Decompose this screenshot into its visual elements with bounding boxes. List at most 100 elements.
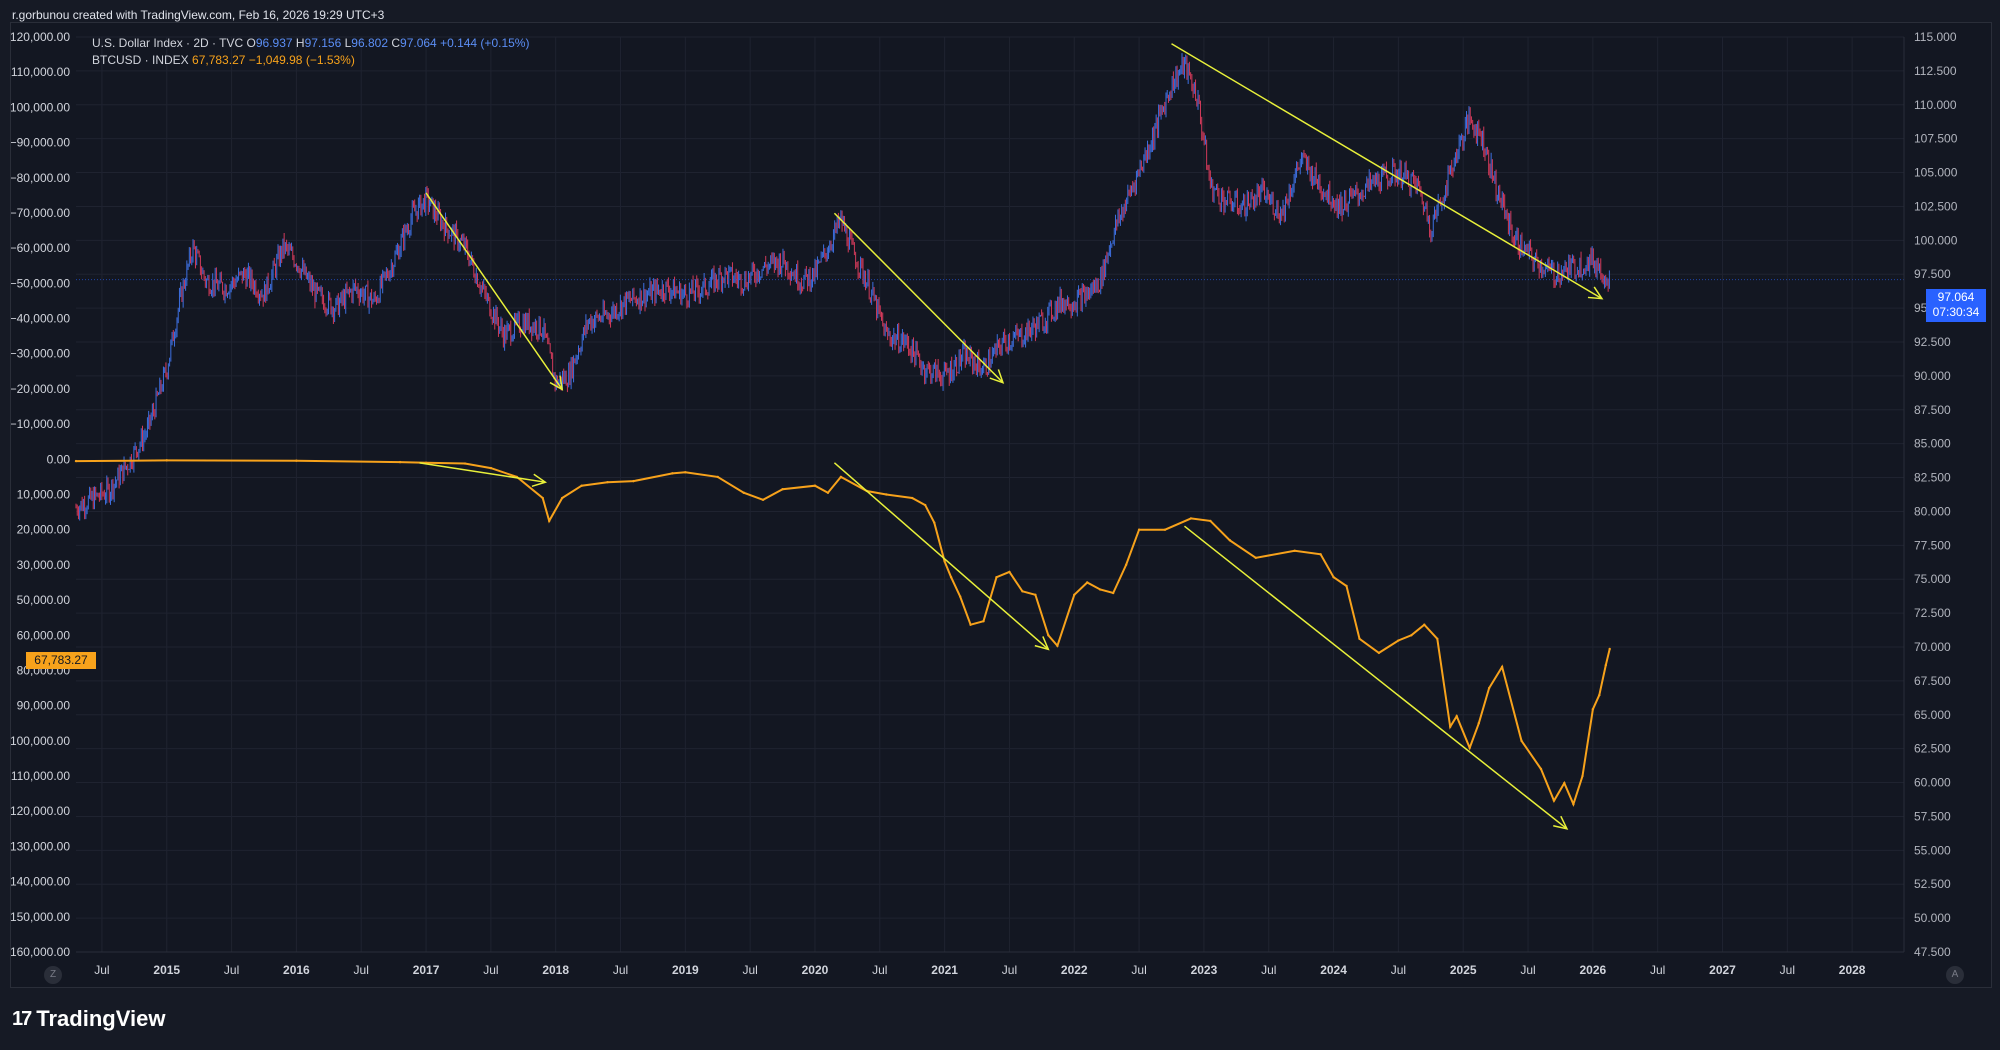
btc-point: [943, 560, 946, 563]
btc-point: [684, 471, 687, 474]
btc-point: [1500, 665, 1504, 669]
right-axis-tick-label: 85.000: [1914, 437, 1951, 451]
btc-point: [781, 488, 784, 491]
left-axis-tick-label: −70,000.00: [11, 206, 70, 220]
left-axis-tick-label: 60,000.00: [17, 628, 71, 642]
x-axis-tick-label: Jul: [1650, 963, 1665, 977]
left-axis-tick-label: 160,000.00: [11, 945, 70, 959]
trend-arrow-line: [419, 462, 546, 483]
btc-point: [716, 475, 719, 479]
right-axis-tick-label: 62.500: [1914, 742, 1951, 756]
x-axis-tick-label: 2020: [802, 963, 829, 977]
btc-point: [1021, 590, 1024, 593]
btc-point: [489, 466, 493, 470]
x-axis-tick-label: 2015: [153, 963, 180, 977]
left-axis-tick-label: −110,000.00: [11, 65, 70, 79]
btc-point: [1449, 725, 1452, 728]
left-axis-tick-label: 110,000.00: [11, 769, 70, 783]
trend-arrow-head: [549, 375, 564, 391]
legend-dxy-h-label: H: [295, 36, 305, 50]
left-axis-tick-label: −100,000.00: [11, 100, 70, 114]
btc-point: [1124, 563, 1128, 567]
legend-dxy-close: 97.064: [400, 36, 437, 50]
right-axis-tick-label: 70.000: [1914, 640, 1951, 654]
left-axis-tick-label: −50,000.00: [11, 276, 70, 290]
x-axis-tick-label: Jul: [1261, 963, 1276, 977]
btc-point: [1056, 644, 1059, 648]
tradingview-brand[interactable]: 17 TradingView: [12, 1006, 165, 1032]
x-axis-tick-label: 2026: [1579, 963, 1606, 977]
right-axis-tick-label: 72.500: [1914, 606, 1951, 620]
btc-point: [969, 623, 972, 626]
right-axis-tick-label: 52.500: [1914, 877, 1951, 891]
left-axis-tick-label: 90,000.00: [17, 699, 71, 713]
legend-dxy-row[interactable]: U.S. Dollar Index · 2D · TVC O96.937 H97…: [92, 35, 529, 52]
right-axis-tick-label: 55.000: [1914, 843, 1951, 857]
legend-dxy-l-label: L: [344, 36, 352, 50]
left-axis-tick-label: 10,000.00: [17, 488, 71, 502]
btc-point: [1137, 528, 1141, 531]
btc-point: [541, 496, 544, 500]
btc-point: [165, 459, 168, 462]
btc-point: [1293, 549, 1296, 553]
right-axis-tick-label: 47.500: [1914, 945, 1951, 959]
btc-point: [1468, 746, 1471, 750]
chart-area[interactable]: 47.500 50.000 52.500 55.000 57.500 60.000 62.5…: [3, 22, 1992, 988]
x-axis-tick-label: 2025: [1450, 963, 1477, 977]
btc-point: [995, 576, 998, 579]
right-axis-tick-label: 82.500: [1914, 471, 1951, 485]
btc-point: [1572, 802, 1575, 806]
trend-arrow-line: [1184, 525, 1568, 830]
left-axis-tick-label: 120,000.00: [11, 804, 70, 818]
btc-point: [1345, 584, 1348, 588]
left-axis-tick-label: 150,000.00: [11, 910, 70, 924]
left-axis-tick-label: 30,000.00: [17, 558, 71, 572]
btc-point: [295, 459, 298, 462]
btc-point: [1423, 623, 1426, 626]
btc-point: [1209, 519, 1212, 523]
x-axis-tick-label: Jul: [1002, 963, 1017, 977]
btc-point: [1520, 739, 1523, 743]
x-axis-tick-label: Jul: [1131, 963, 1146, 977]
btc-point: [1591, 707, 1595, 711]
x-axis-tick-label: 2024: [1320, 963, 1347, 977]
right-axis-tick-label: 80.000: [1914, 504, 1951, 518]
btc-point: [1319, 553, 1322, 556]
btc-point: [463, 462, 467, 465]
legend-dxy-o-label: O: [246, 36, 256, 50]
x-axis-tick-label: 2021: [931, 963, 958, 977]
left-axis-tick-label: 140,000.00: [11, 875, 70, 889]
btc-point: [949, 576, 953, 579]
right-axis-tick-label: 102.500: [1914, 199, 1958, 213]
right-axis-tick-label: 77.500: [1914, 538, 1951, 552]
log-scale-toggle-left[interactable]: Z: [44, 966, 62, 984]
x-axis-tick-label: Jul: [483, 963, 498, 977]
btc-point: [1487, 686, 1491, 690]
btc-point: [982, 619, 985, 623]
x-axis-tick-label: Jul: [1391, 963, 1406, 977]
btc-point: [923, 503, 927, 507]
legend-btc-last: 67,783.27: [192, 53, 246, 67]
btc-point: [1008, 570, 1011, 574]
trend-arrow-line: [425, 192, 563, 390]
btc-point: [1581, 774, 1584, 778]
legend-btc-row[interactable]: BTCUSD · INDEX 67,783.27 −1,049.98 (−1.5…: [92, 52, 529, 69]
left-axis-tick-label: 20,000.00: [17, 523, 71, 537]
legend-dxy-name: U.S. Dollar Index · 2D · TVC: [92, 36, 244, 50]
auto-scale-toggle-right[interactable]: A: [1946, 966, 1964, 984]
right-axis-tick-label: 60.000: [1914, 776, 1951, 790]
legend-dxy-c-label: C: [391, 36, 401, 50]
left-axis-tick-label: 0.00: [47, 452, 71, 466]
btc-point: [742, 491, 745, 494]
x-axis-tick-label: Jul: [94, 963, 109, 977]
right-axis-tick-label: 112.500: [1914, 64, 1957, 78]
btc-point: [1047, 634, 1050, 637]
left-axis-tick-label: −40,000.00: [11, 312, 70, 326]
x-axis-tick-label: Jul: [1780, 963, 1795, 977]
x-axis-tick-label: Jul: [1520, 963, 1535, 977]
btc-point: [1254, 556, 1257, 560]
left-axis-tick-label: 100,000.00: [11, 734, 70, 748]
chart-svg[interactable]: 47.500 50.000 52.500 55.000 57.500 60.000 62.5…: [3, 23, 1991, 987]
x-axis-tick-label: 2023: [1191, 963, 1218, 977]
left-axis-tick-label: −80,000.00: [11, 171, 70, 185]
